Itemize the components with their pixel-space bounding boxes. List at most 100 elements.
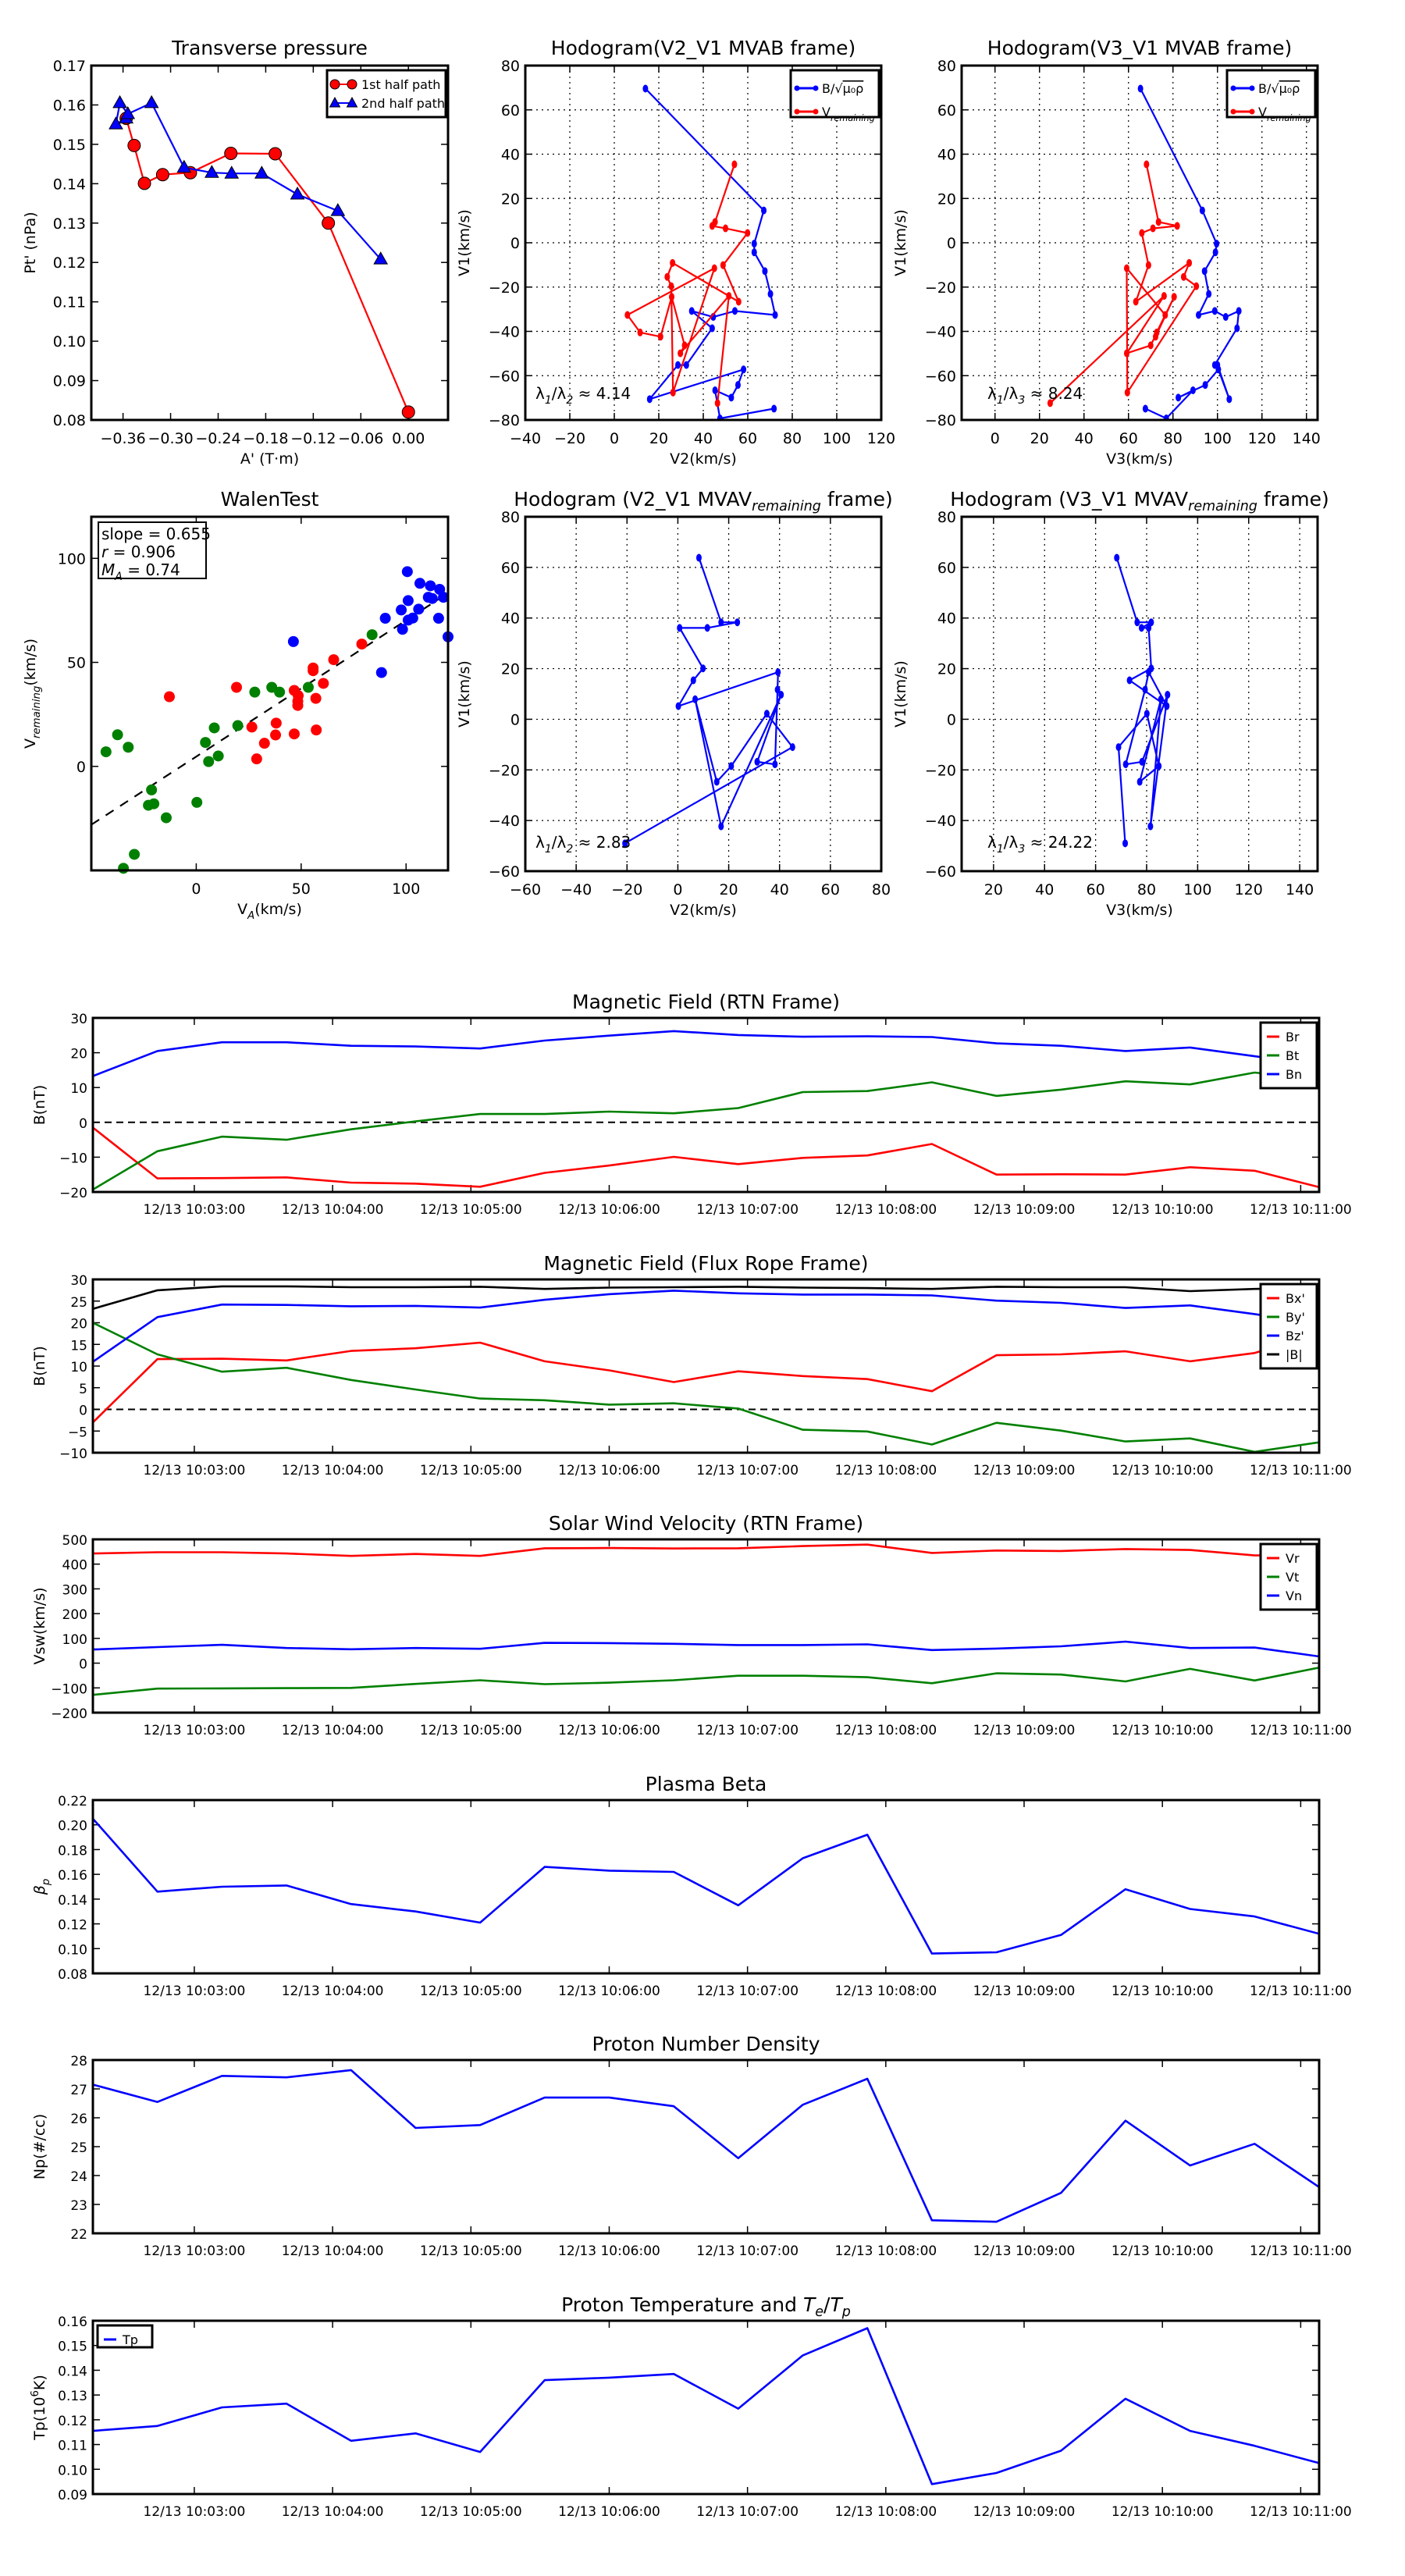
x-tick-label: 12/13 10:07:00 <box>696 2243 799 2259</box>
data-point <box>1158 695 1164 703</box>
legend-entry: Bz' <box>1267 1329 1304 1343</box>
x-tick-label: 12/13 10:06:00 <box>558 1984 660 1999</box>
data-point <box>741 365 747 374</box>
x-tick-label: 12/13 10:03:00 <box>144 2504 246 2520</box>
x-tick-label: 12/13 10:08:00 <box>834 1984 937 1999</box>
x-tick-label: 80 <box>872 881 891 898</box>
y-tick-label: 20 <box>501 661 520 678</box>
x-tick-label: 20 <box>649 430 668 447</box>
data-point <box>232 720 244 731</box>
x-tick-label: 0 <box>673 881 682 898</box>
data-point <box>675 361 681 369</box>
legend-label: Vt <box>1286 1570 1299 1585</box>
data-point <box>160 812 172 824</box>
data-point <box>692 695 699 703</box>
x-tick-label: −20 <box>554 430 585 447</box>
y-tick-label: 0.12 <box>58 1918 87 1934</box>
data-point <box>1193 282 1200 290</box>
series-1 <box>164 639 368 765</box>
x-tick-label: 12/13 10:07:00 <box>696 1984 799 1999</box>
data-point <box>379 613 391 624</box>
x-tick-label: 40 <box>694 430 713 447</box>
data-point <box>683 361 689 369</box>
legend-marker-icon <box>347 79 357 90</box>
data-point <box>425 580 436 592</box>
y-tick-label: 80 <box>501 58 520 75</box>
text-segment: 1 <box>545 843 552 856</box>
data-point <box>246 721 258 733</box>
data-point <box>775 668 781 677</box>
y-tick-label: 200 <box>62 1607 87 1623</box>
series-line <box>93 1543 1319 1557</box>
data-point <box>688 307 695 315</box>
x-tick-label: 12/13 10:10:00 <box>1112 2243 1214 2259</box>
text-segment: 1 <box>545 394 552 407</box>
data-point <box>1215 365 1222 374</box>
data-point <box>426 592 438 604</box>
data-point <box>1115 743 1122 752</box>
legend-entry: Bx' <box>1267 1291 1305 1306</box>
text-segment: λ <box>535 384 545 403</box>
data-point <box>714 399 720 407</box>
legend-entry: By' <box>1267 1310 1305 1325</box>
data-point <box>414 578 425 589</box>
text-segment: Tp(10 <box>31 2397 48 2441</box>
data-point <box>657 333 663 341</box>
data-point <box>1142 404 1148 413</box>
x-axis-label: V2(km/s) <box>670 902 737 919</box>
data-point <box>438 592 450 603</box>
x-tick-label: −0.12 <box>290 430 336 447</box>
y-tick-label: 0.11 <box>53 294 86 311</box>
data-point <box>123 742 134 753</box>
y-axis-label: V1(km/s) <box>456 660 473 728</box>
y-tick-label: 100 <box>62 1632 87 1648</box>
x-tick-label: 12/13 10:08:00 <box>834 1463 937 1478</box>
x-tick-label: 20 <box>719 881 738 898</box>
text-segment: V <box>22 738 39 749</box>
data-point <box>270 717 282 729</box>
data-point <box>292 699 304 711</box>
y-tick-label: 60 <box>937 102 956 119</box>
series-0 <box>93 1817 1319 1955</box>
axes-frame <box>91 2319 1321 2496</box>
legend-marker-icon <box>346 96 358 108</box>
axes-frame <box>90 515 450 872</box>
data-point <box>251 753 262 765</box>
legend-label: By' <box>1286 1310 1305 1325</box>
y-tick-label: 500 <box>62 1533 87 1549</box>
legend-marker-icon <box>1230 109 1236 115</box>
x-tick-label: 12/13 10:05:00 <box>420 1463 522 1478</box>
x-tick-label: 12/13 10:09:00 <box>973 2243 1076 2259</box>
y-axis-label: V1(km/s) <box>892 209 909 276</box>
data-point <box>208 722 220 734</box>
chart-title: Magnetic Field (Flux Rope Frame) <box>543 1252 868 1275</box>
legend-entry: Vr <box>1267 1551 1300 1566</box>
text-segment: 3 <box>1018 843 1025 856</box>
x-tick-label: 120 <box>1248 430 1276 447</box>
series-2 <box>93 1640 1319 1658</box>
text-segment: remaining <box>1188 499 1257 514</box>
series-0 <box>1114 553 1171 848</box>
axes-frame <box>960 515 1319 873</box>
series-1 <box>93 1667 1319 1696</box>
y-tick-label: 30 <box>70 1273 87 1289</box>
legend: B/√μ₀ρ Vremaining <box>789 69 880 123</box>
x-tick-label: 12/13 10:09:00 <box>973 1723 1076 1738</box>
series-0 <box>93 1543 1319 1557</box>
x-tick-label: 12/13 10:04:00 <box>282 2504 384 2520</box>
data-point <box>789 743 795 752</box>
x-tick-label: 12/13 10:09:00 <box>973 1984 1076 1999</box>
text-segment: λ <box>987 384 997 403</box>
data-point <box>1133 297 1139 306</box>
x-tick-label: 12/13 10:08:00 <box>834 2243 937 2259</box>
x-tick-label: 80 <box>1137 881 1156 898</box>
series-0 <box>1137 84 1242 420</box>
legend-marker-icon <box>329 96 341 108</box>
series-0 <box>642 84 778 420</box>
data-point <box>1171 293 1177 301</box>
data-point <box>704 624 710 632</box>
y-tick-label: 22 <box>70 2227 87 2243</box>
data-point <box>751 240 757 248</box>
data-point <box>1153 333 1159 341</box>
data-point <box>108 116 123 130</box>
